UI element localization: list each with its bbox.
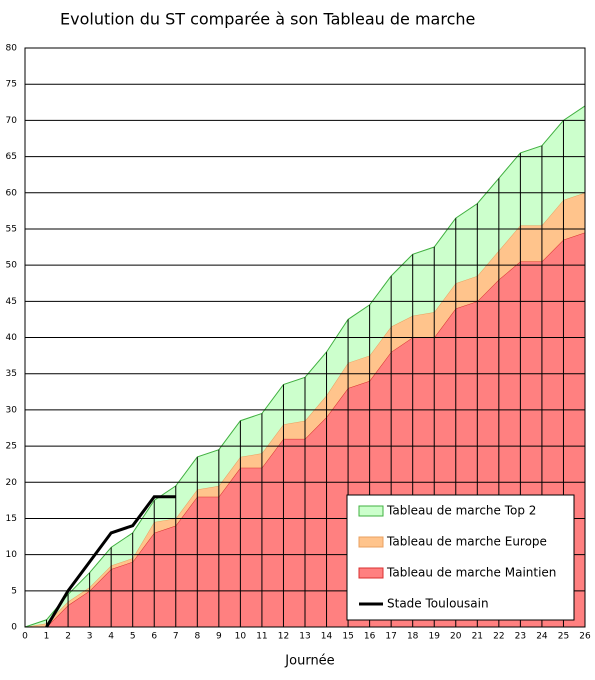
x-tick-label: 15 [342, 632, 353, 642]
x-tick-label: 10 [235, 632, 247, 642]
legend-swatch [358, 505, 384, 517]
x-tick-label: 3 [87, 632, 93, 642]
y-tick-label: 40 [6, 333, 18, 343]
y-tick-label: 55 [6, 224, 17, 234]
x-tick-label: 14 [321, 632, 333, 642]
plot-frame [24, 47, 586, 628]
legend-box [346, 494, 575, 621]
x-tick-label: 26 [579, 632, 591, 642]
x-tick-label: 21 [472, 632, 483, 642]
x-tick-label: 19 [429, 632, 441, 642]
x-tick-label: 12 [278, 632, 289, 642]
x-tick-label: 1 [44, 632, 50, 642]
legend-label: Tableau de marche Maintien [386, 566, 556, 580]
x-tick-label: 8 [194, 632, 200, 642]
x-tick-label: 20 [450, 632, 462, 642]
y-tick-label: 45 [6, 297, 17, 307]
x-tick-label: 13 [299, 632, 310, 642]
x-tick-label: 0 [22, 632, 28, 642]
x-tick-label: 6 [151, 632, 157, 642]
y-tick-label: 80 [6, 44, 18, 54]
y-tick-label: 65 [6, 152, 17, 162]
x-tick-label: 18 [407, 632, 419, 642]
y-tick-label: 0 [11, 623, 17, 633]
y-tick-label: 5 [11, 586, 17, 596]
chart-title: Evolution du ST comparée à son Tableau d… [60, 10, 475, 29]
y-tick-label: 25 [6, 442, 17, 452]
x-tick-label: 4 [108, 632, 114, 642]
x-tick-label: 24 [536, 632, 548, 642]
x-tick-label: 22 [493, 632, 504, 642]
x-tick-label: 23 [515, 632, 526, 642]
legend-swatch [358, 567, 384, 579]
y-tick-label: 30 [6, 405, 18, 415]
y-tick-label: 35 [6, 369, 17, 379]
legend-label: Stade Toulousain [387, 597, 489, 611]
y-tick-label: 60 [6, 188, 18, 198]
y-tick-label: 50 [6, 261, 18, 271]
x-tick-label: 2 [65, 632, 71, 642]
legend-label: Tableau de marche Top 2 [386, 504, 536, 518]
x-tick-label: 25 [558, 632, 569, 642]
x-tick-label: 17 [385, 632, 396, 642]
x-tick-label: 5 [130, 632, 136, 642]
legend-label: Tableau de marche Europe [386, 535, 547, 549]
x-tick-label: 7 [173, 632, 179, 642]
line [45, 495, 176, 628]
x-axis-label: Journée [284, 654, 334, 669]
y-tick-label: 15 [6, 514, 17, 524]
legend-swatch [358, 536, 384, 548]
x-tick-label: 11 [256, 632, 267, 642]
y-tick-label: 75 [6, 80, 17, 90]
x-tick-label: 16 [364, 632, 376, 642]
y-tick-label: 70 [6, 116, 18, 126]
y-tick-label: 20 [6, 478, 18, 488]
y-tick-label: 10 [6, 550, 18, 560]
x-tick-label: 9 [216, 632, 222, 642]
